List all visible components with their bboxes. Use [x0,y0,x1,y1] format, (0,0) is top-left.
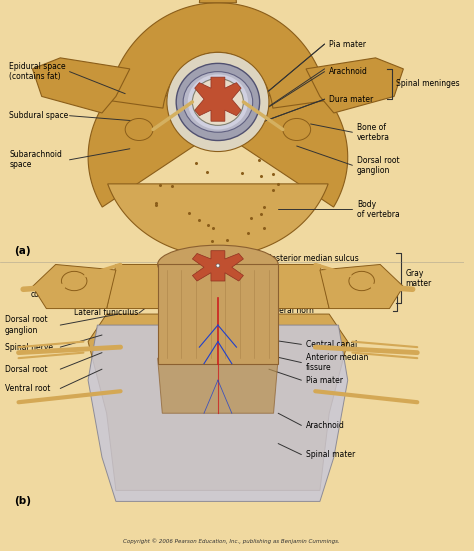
Text: Spinal mater: Spinal mater [306,450,355,459]
Text: Bone of
vertebra: Bone of vertebra [357,122,390,142]
Text: Dorsal root
ganglion: Dorsal root ganglion [5,315,47,335]
Text: Lateral horn: Lateral horn [266,306,313,315]
Polygon shape [108,184,328,256]
Polygon shape [108,3,328,108]
Text: Spinal meninges: Spinal meninges [396,79,460,88]
Ellipse shape [216,264,220,267]
Text: Gray commissure: Gray commissure [266,267,334,276]
Text: (b): (b) [14,496,31,506]
Text: Subdural space: Subdural space [9,111,69,120]
Ellipse shape [192,78,244,125]
Text: Central canal: Central canal [306,340,357,349]
Text: Ventral (anterior) horn: Ventral (anterior) horn [266,293,353,302]
Polygon shape [158,358,278,413]
Ellipse shape [125,118,153,141]
Text: Dura mater: Dura mater [329,95,374,104]
Text: (a): (a) [14,246,30,256]
Text: Ventral root: Ventral root [5,384,50,393]
Text: Arachnoid: Arachnoid [329,67,368,76]
Ellipse shape [176,63,260,141]
Text: Anterior funiculus: Anterior funiculus [74,292,143,301]
Polygon shape [192,251,244,281]
Ellipse shape [188,74,248,129]
Text: White
columns: White columns [30,279,63,299]
Text: Copyright © 2006 Pearson Education, Inc., publishing as Benjamin Cummings.: Copyright © 2006 Pearson Education, Inc.… [123,538,340,544]
Polygon shape [88,325,348,501]
Text: Dorsal root
ganglion: Dorsal root ganglion [357,155,400,175]
Polygon shape [107,264,329,309]
Polygon shape [200,0,237,3]
Polygon shape [195,77,241,121]
Ellipse shape [283,118,310,141]
Text: Lateral funiculus: Lateral funiculus [74,309,138,317]
Text: Gray
matter: Gray matter [406,268,432,288]
Ellipse shape [183,72,253,132]
Text: Pia mater: Pia mater [306,376,343,385]
Text: Posterior funiculus: Posterior funiculus [74,271,146,280]
Text: Dorsal (posterior) horn: Dorsal (posterior) horn [266,280,354,289]
Polygon shape [32,58,130,113]
Text: Dorsal root: Dorsal root [5,365,47,374]
Ellipse shape [62,272,87,291]
Text: Subarachnoid
space: Subarachnoid space [9,150,62,170]
Polygon shape [158,264,278,364]
Text: Arachnoid: Arachnoid [306,421,345,430]
Ellipse shape [158,245,278,284]
Ellipse shape [167,52,269,152]
Text: Pia mater: Pia mater [329,40,366,48]
Polygon shape [32,264,116,309]
Polygon shape [158,264,162,358]
Text: Anterior median
fissure: Anterior median fissure [306,353,368,372]
Polygon shape [88,25,348,207]
Text: Epidural space
(contains fat): Epidural space (contains fat) [9,62,66,82]
Text: Posterior median sulcus: Posterior median sulcus [266,255,358,263]
Polygon shape [88,314,348,490]
Polygon shape [306,58,403,113]
Text: Spinal nerve: Spinal nerve [5,343,53,352]
Ellipse shape [349,272,374,291]
Text: Body
of vertebra: Body of vertebra [357,199,400,219]
Polygon shape [320,264,403,309]
